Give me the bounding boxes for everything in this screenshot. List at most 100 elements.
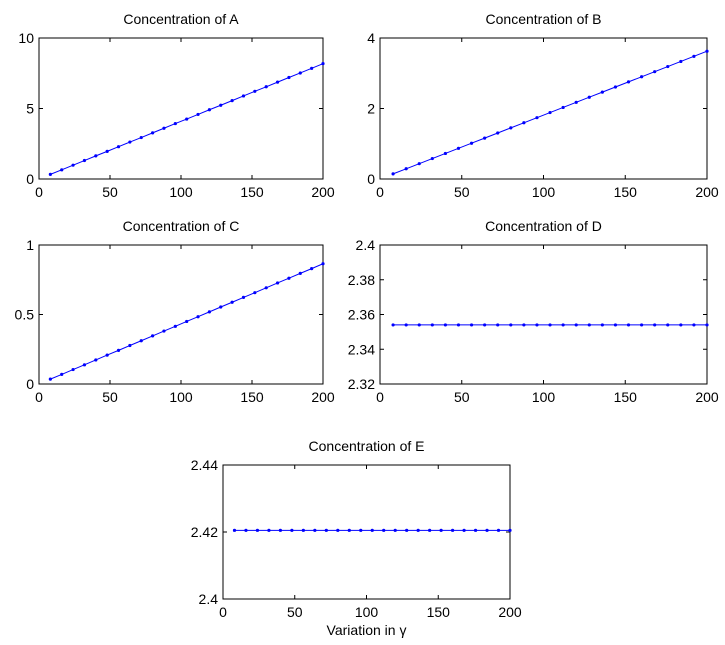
data-point: [151, 131, 155, 135]
y-tick-label: 0: [367, 171, 375, 187]
data-point: [94, 358, 98, 362]
chart-title: Concentration of B: [486, 11, 602, 27]
data-point: [139, 135, 143, 140]
y-tick-label: 2.38: [348, 272, 375, 288]
data-point: [241, 94, 246, 98]
y-tick-label: 1: [26, 237, 34, 253]
y-tick-label: 0: [26, 376, 34, 392]
data-point: [71, 163, 75, 167]
x-tick-label: 150: [240, 184, 264, 200]
x-tick-label: 150: [240, 389, 264, 405]
x-tick-label: 0: [35, 184, 43, 200]
data-point: [393, 528, 397, 532]
data-point: [443, 151, 447, 156]
data-point: [483, 136, 487, 140]
data-point: [705, 49, 709, 53]
data-point: [508, 528, 512, 532]
x-tick-label: 50: [287, 604, 303, 620]
data-point: [509, 323, 513, 327]
data-point: [310, 267, 314, 271]
subplot-4: Concentration of D 0 50 100 150 200 2.32 2.34 2.…: [348, 218, 719, 405]
data-point: [162, 329, 166, 333]
subplot-2: Concentration of B 0 50 100 150 200 0 2 4: [367, 11, 719, 200]
y-tick-label: 10: [18, 30, 34, 46]
x-tick-label: 200: [311, 389, 335, 405]
data-point: [473, 528, 478, 532]
data-point: [105, 149, 109, 153]
x-tick-label: 50: [454, 389, 470, 405]
data-point: [255, 528, 260, 532]
data-point: [416, 528, 420, 532]
data-point: [574, 100, 578, 104]
axes-frame: [38, 244, 324, 385]
data-point: [456, 146, 461, 150]
data-point: [692, 54, 696, 58]
data-point: [301, 528, 305, 532]
data-point: [626, 80, 631, 84]
data-point: [185, 117, 189, 121]
data-point: [253, 89, 257, 93]
x-tick-label: 100: [532, 184, 556, 200]
data-point: [496, 528, 501, 532]
chart-title: Concentration of C: [123, 218, 240, 234]
data-point: [359, 528, 363, 532]
y-tick-label: 2.42: [191, 524, 218, 540]
data-point: [60, 168, 64, 172]
data-point: [382, 528, 386, 532]
data-point: [196, 112, 200, 117]
x-tick-label: 100: [169, 184, 193, 200]
data-point: [298, 71, 302, 75]
data-point: [298, 271, 302, 275]
data-point: [430, 156, 434, 161]
x-tick-label: 0: [35, 389, 43, 405]
chart-title: Concentration of A: [123, 11, 239, 27]
data-point: [485, 528, 489, 532]
data-point: [230, 300, 234, 304]
data-point: [321, 62, 325, 66]
data-point: [82, 363, 87, 367]
x-tick-label: 100: [355, 604, 379, 620]
y-tick-label: 2.44: [191, 457, 218, 473]
data-point: [116, 348, 121, 352]
data-point: [391, 172, 395, 176]
data-point: [230, 99, 234, 103]
data-point: [321, 262, 325, 266]
data-point: [48, 377, 52, 381]
data-point: [451, 528, 455, 532]
data-point: [48, 172, 52, 176]
data-point: [522, 323, 526, 327]
data-point: [600, 90, 604, 94]
axes-frame: [222, 464, 511, 600]
x-tick-label: 50: [102, 389, 118, 405]
data-point: [679, 323, 683, 327]
data-point: [613, 323, 618, 327]
data-point: [219, 305, 223, 309]
data-point: [105, 353, 109, 357]
y-tick-label: 2.4: [199, 591, 219, 607]
data-point: [496, 131, 500, 135]
data-point: [219, 103, 223, 107]
axes-frame: [379, 244, 708, 385]
axes-frame: [379, 37, 708, 180]
x-tick-label: 100: [532, 389, 556, 405]
data-point: [535, 323, 539, 327]
x-tick-label: 150: [614, 389, 638, 405]
data-point: [509, 126, 513, 130]
x-tick-label: 200: [498, 604, 522, 620]
subplot-3: Concentration of C 0 50 100 150 200 0 0.5 1: [15, 218, 335, 405]
data-point: [535, 116, 539, 120]
data-point: [264, 286, 268, 290]
x-axis-label: Variation in γ: [327, 622, 407, 638]
x-tick-label: 50: [454, 184, 470, 200]
data-point: [692, 323, 696, 327]
data-point: [548, 110, 552, 115]
data-point: [462, 528, 466, 532]
data-point: [640, 323, 644, 327]
data-point: [310, 66, 314, 70]
x-tick-label: 200: [695, 184, 719, 200]
data-point: [370, 528, 374, 532]
x-tick-label: 150: [427, 604, 451, 620]
data-point: [587, 95, 591, 99]
data-point: [456, 323, 461, 327]
data-point: [443, 323, 447, 327]
